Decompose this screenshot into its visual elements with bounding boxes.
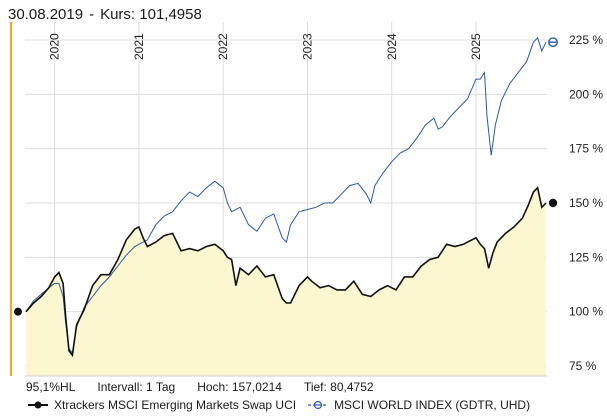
stat-low: Tief: 80,4752	[303, 380, 374, 394]
series1-line	[25, 186, 547, 358]
chart-stats: 95,1%HL Intervall: 1 Tag Hoch: 157,0214 Tie…	[26, 380, 396, 394]
y-tick-label: 175 %	[569, 142, 603, 156]
legend-item[interactable]: Xtrackers MSCI Emerging Markets Swap UCI	[28, 398, 296, 412]
chart-legend: Xtrackers MSCI Emerging Markets Swap UCI…	[28, 398, 542, 413]
stat-interval: Intervall: 1 Tag	[97, 380, 176, 394]
series1-area	[26, 187, 546, 376]
legend-label: Xtrackers MSCI Emerging Markets Swap UCI	[54, 398, 297, 412]
x-tick-label: 2024	[385, 33, 399, 60]
y-tick-label: 75 %	[569, 359, 597, 373]
chart-header: 30.08.2019- Kurs: 101,4958	[8, 6, 202, 23]
y-tick-label: 125 %	[569, 250, 603, 264]
x-tick-label: 2023	[300, 33, 314, 60]
x-tick-label: 2021	[132, 33, 146, 60]
x-tick-label: 2022	[216, 33, 230, 60]
x-tick-label: 2025	[469, 33, 483, 60]
legend-line-icon	[28, 401, 48, 409]
y-tick-label: 200 %	[569, 87, 603, 101]
header-kurs: Kurs: 101,4958	[100, 6, 202, 23]
y-tick-label: 225 %	[569, 33, 603, 47]
header-separator: -	[89, 6, 95, 23]
series2-line	[25, 36, 547, 355]
series1-end-marker	[548, 198, 558, 208]
legend-label: MSCI WORLD INDEX (GDTR, UHD)	[334, 398, 531, 412]
stat-high: Hoch: 157,0214	[197, 380, 282, 394]
start-point-marker	[14, 307, 22, 316]
x-tick-label: 2020	[48, 33, 62, 60]
y-tick-label: 150 %	[569, 196, 603, 210]
stat-performance: 95,1%HL	[26, 380, 76, 394]
legend-line-icon	[308, 400, 329, 410]
legend-item[interactable]: MSCI WORLD INDEX (GDTR, UHD)	[308, 398, 530, 412]
y-tick-label: 100 %	[569, 305, 603, 319]
header-date: 30.08.2019	[8, 6, 84, 23]
